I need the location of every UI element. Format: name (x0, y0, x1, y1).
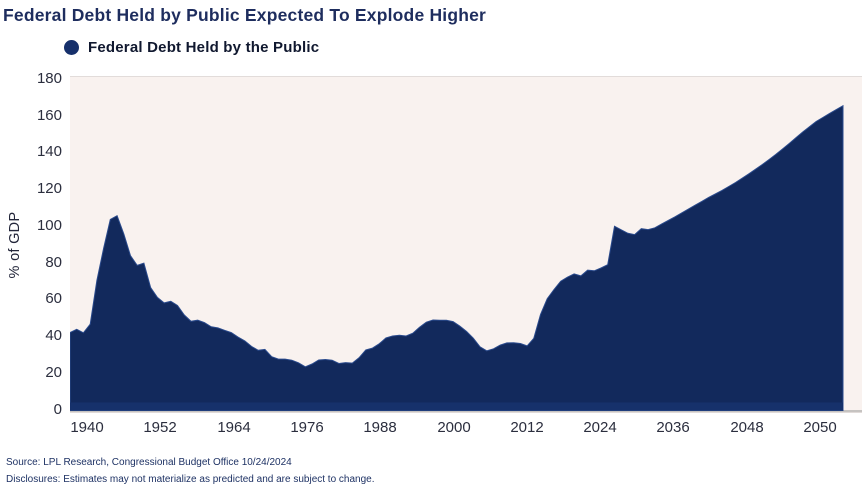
legend-marker-icon (64, 40, 79, 55)
x-tick-label: 2036 (656, 419, 690, 436)
y-tick-label: 140 (36, 143, 62, 160)
x-tick-label: 1952 (143, 419, 177, 436)
x-axis-baseline (70, 410, 862, 413)
y-tick-label: 20 (45, 364, 62, 381)
debt-area-chart (70, 104, 862, 413)
x-tick-label: 2012 (510, 419, 544, 436)
legend-label: Federal Debt Held by the Public (88, 39, 320, 56)
x-tick-label: 1940 (70, 419, 104, 436)
y-tick-label: 160 (36, 107, 62, 124)
y-tick-label: 80 (45, 254, 62, 271)
x-tick-label: 2000 (437, 419, 471, 436)
disclosure-note: Disclosures: Estimates may not materiali… (6, 474, 375, 485)
x-tick-label: 2024 (583, 419, 617, 436)
y-tick-label: 120 (36, 180, 62, 197)
x-tick-label: 1964 (217, 419, 251, 436)
x-axis-bar (70, 402, 843, 411)
chart-title: Federal Debt Held by Public Expected To … (3, 5, 487, 25)
x-tick-label: 1976 (290, 419, 324, 436)
y-tick-label: 180 (36, 70, 62, 87)
x-tick-label: 1988 (363, 419, 397, 436)
source-note: Source: LPL Research, Congressional Budg… (6, 457, 292, 468)
x-tick-label: 2048 (730, 419, 764, 436)
x-tick-label: 2050 (803, 419, 837, 436)
y-tick-label: 60 (45, 290, 62, 307)
y-tick-label: 0 (53, 401, 62, 418)
y-tick-label: 100 (36, 217, 62, 234)
plot-area (70, 76, 862, 413)
debt-area-fill (70, 104, 844, 411)
legend: Federal Debt Held by the Public (64, 39, 319, 56)
y-tick-label: 40 (45, 327, 62, 344)
